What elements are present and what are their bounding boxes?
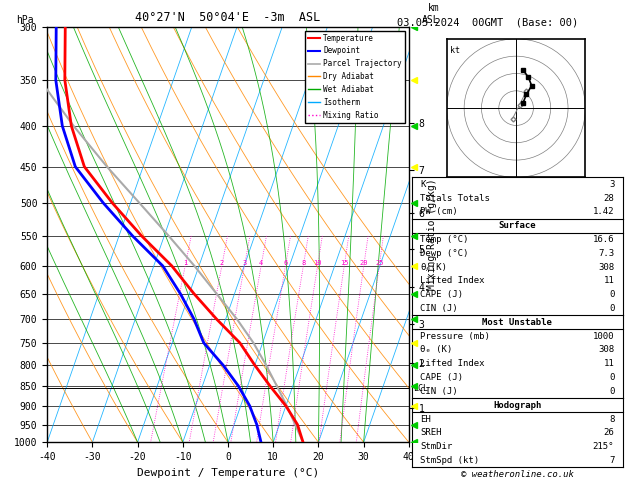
Text: © weatheronline.co.uk: © weatheronline.co.uk xyxy=(461,470,574,479)
Text: CAPE (J): CAPE (J) xyxy=(420,373,464,382)
Text: Pressure (mb): Pressure (mb) xyxy=(420,331,490,341)
Text: CAPE (J): CAPE (J) xyxy=(420,290,464,299)
Text: Lifted Index: Lifted Index xyxy=(420,359,485,368)
Text: 11: 11 xyxy=(604,277,615,285)
Text: 4: 4 xyxy=(259,260,263,266)
Text: 0: 0 xyxy=(609,290,615,299)
Text: θₑ (K): θₑ (K) xyxy=(420,346,453,354)
Text: 0: 0 xyxy=(609,373,615,382)
Text: 215°: 215° xyxy=(593,442,615,451)
Text: Hodograph: Hodograph xyxy=(493,400,542,410)
Title: 40°27'N  50°04'E  -3m  ASL: 40°27'N 50°04'E -3m ASL xyxy=(135,11,321,24)
Text: km
ASL: km ASL xyxy=(422,3,440,25)
Text: 16.6: 16.6 xyxy=(593,235,615,244)
Text: CIN (J): CIN (J) xyxy=(420,304,458,313)
Text: 10: 10 xyxy=(313,260,322,266)
Text: K: K xyxy=(420,180,426,189)
Text: 15: 15 xyxy=(340,260,348,266)
Text: 7.3: 7.3 xyxy=(598,249,615,258)
Text: 308: 308 xyxy=(598,346,615,354)
Y-axis label: Mixing Ratio (g/kg): Mixing Ratio (g/kg) xyxy=(427,179,437,290)
Text: 11: 11 xyxy=(604,359,615,368)
Text: 1.42: 1.42 xyxy=(593,208,615,216)
X-axis label: Dewpoint / Temperature (°C): Dewpoint / Temperature (°C) xyxy=(137,468,319,478)
Text: 1: 1 xyxy=(183,260,187,266)
Text: 25: 25 xyxy=(375,260,384,266)
Text: 20: 20 xyxy=(360,260,368,266)
Text: kt: kt xyxy=(450,46,460,55)
Text: Temp (°C): Temp (°C) xyxy=(420,235,469,244)
Text: 28: 28 xyxy=(604,193,615,203)
Text: 8: 8 xyxy=(609,415,615,423)
Text: 0: 0 xyxy=(609,387,615,396)
Text: EH: EH xyxy=(420,415,431,423)
Text: 1000: 1000 xyxy=(593,331,615,341)
Text: Surface: Surface xyxy=(499,221,536,230)
Text: StmDir: StmDir xyxy=(420,442,453,451)
Text: 0: 0 xyxy=(609,304,615,313)
Text: 7: 7 xyxy=(609,456,615,465)
Text: PW (cm): PW (cm) xyxy=(420,208,458,216)
Text: Totals Totals: Totals Totals xyxy=(420,193,490,203)
Text: θₑ(K): θₑ(K) xyxy=(420,262,447,272)
Text: 3: 3 xyxy=(242,260,247,266)
Text: 26: 26 xyxy=(604,428,615,437)
Text: CIN (J): CIN (J) xyxy=(420,387,458,396)
Text: Lifted Index: Lifted Index xyxy=(420,277,485,285)
Legend: Temperature, Dewpoint, Parcel Trajectory, Dry Adiabat, Wet Adiabat, Isotherm, Mi: Temperature, Dewpoint, Parcel Trajectory… xyxy=(305,31,405,122)
Text: 6: 6 xyxy=(283,260,287,266)
Text: 03.05.2024  00GMT  (Base: 00): 03.05.2024 00GMT (Base: 00) xyxy=(397,17,578,27)
Text: Dewp (°C): Dewp (°C) xyxy=(420,249,469,258)
Text: 308: 308 xyxy=(598,262,615,272)
Text: hPa: hPa xyxy=(16,15,34,25)
Text: Most Unstable: Most Unstable xyxy=(482,318,552,327)
Text: 8: 8 xyxy=(301,260,306,266)
Text: StmSpd (kt): StmSpd (kt) xyxy=(420,456,479,465)
Text: 3: 3 xyxy=(609,180,615,189)
Text: 2: 2 xyxy=(220,260,224,266)
Text: SREH: SREH xyxy=(420,428,442,437)
Text: LCL: LCL xyxy=(413,383,428,393)
